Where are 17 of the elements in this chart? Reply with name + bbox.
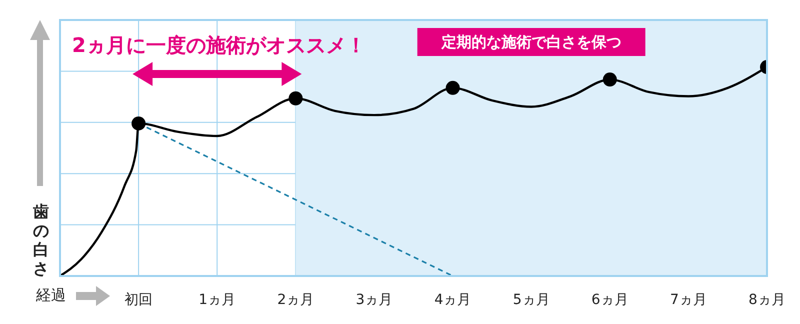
x-tick-label: 3ヵ月 [356,292,393,308]
x-tick-label: 8ヵ月 [748,292,786,308]
y-axis-title: 歯の白さ [32,202,50,278]
x-tick-label: 6ヵ月 [591,292,628,308]
x-tick-label: 2ヵ月 [277,292,314,308]
x-tick-label: 5ヵ月 [512,292,550,308]
x-tick-label: 初回 [124,292,153,308]
text: 2ヵ月に一度の施術がオススメ！ [72,32,366,59]
x-axis-title: 経過 [36,286,66,305]
point [446,80,460,95]
point [602,72,617,87]
x-tick-label: 7ヵ月 [670,292,707,308]
band-label: 定期的な施術で白さを保つ [440,33,622,51]
point [288,91,303,106]
x-tick-label: 4ヵ月 [434,292,472,308]
x-tick-label: 1ヵ月 [198,292,236,308]
point [132,116,146,130]
